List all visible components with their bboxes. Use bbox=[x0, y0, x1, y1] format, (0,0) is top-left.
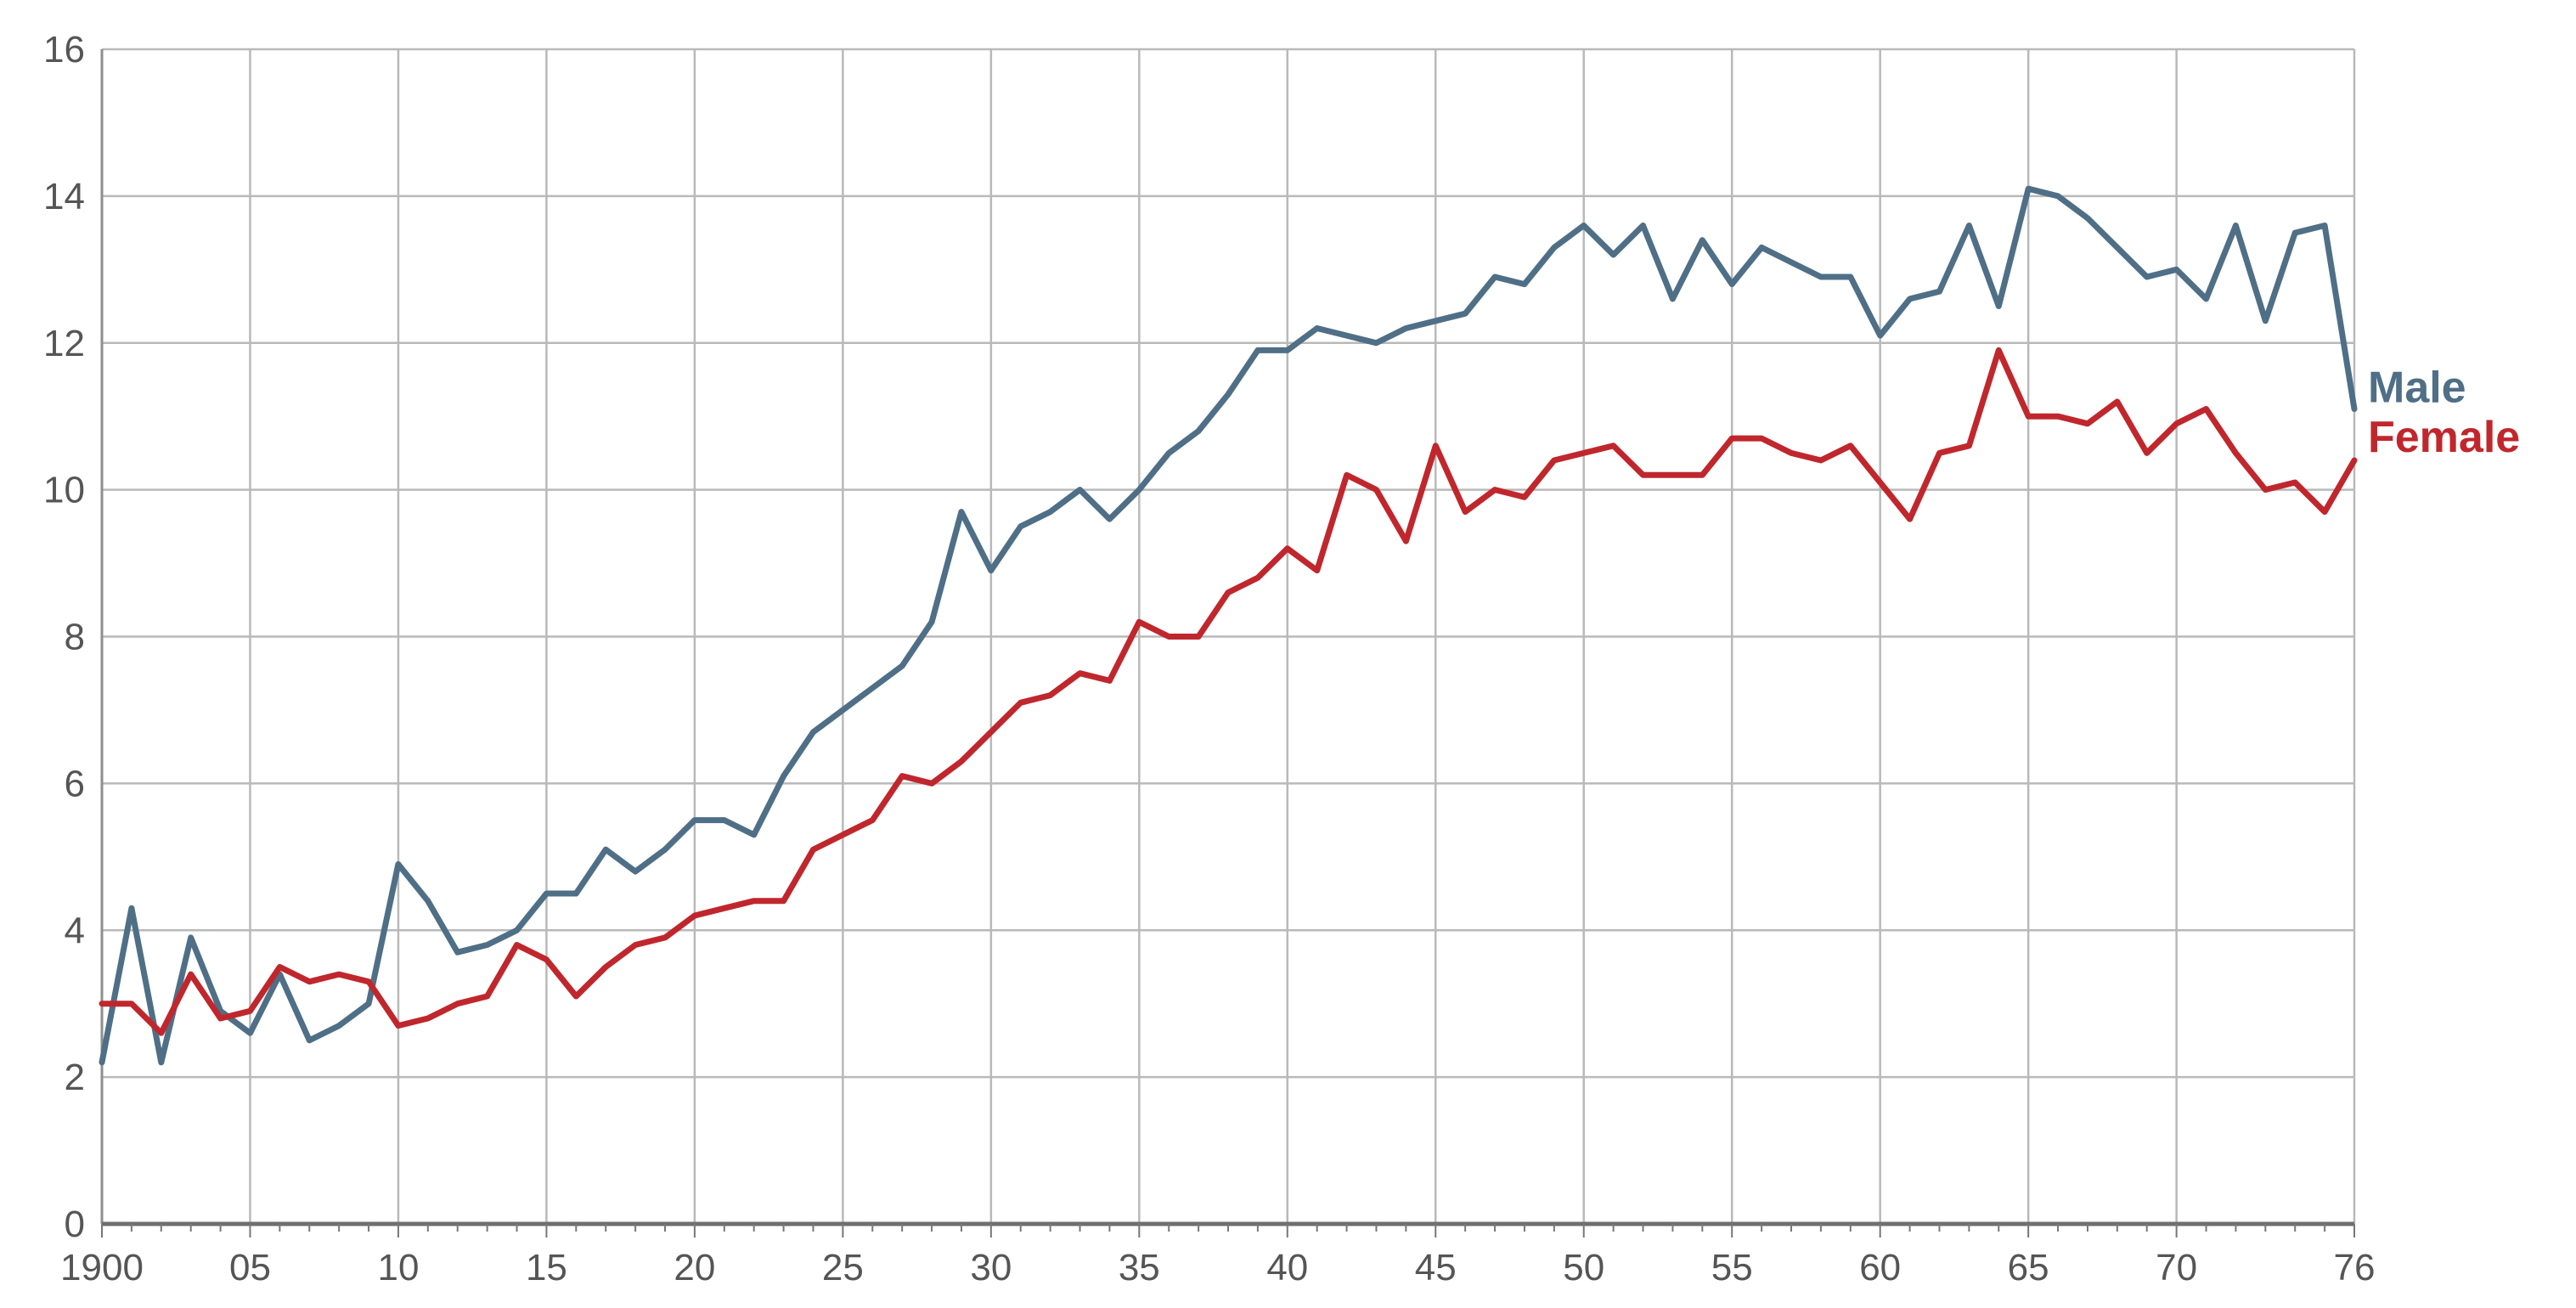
y-tick-label: 16 bbox=[43, 29, 85, 70]
x-tick-label: 50 bbox=[1563, 1247, 1604, 1288]
x-tick-label: 35 bbox=[1119, 1247, 1160, 1288]
y-tick-label: 2 bbox=[65, 1057, 85, 1098]
y-tick-label: 10 bbox=[43, 470, 85, 511]
y-tick-label: 14 bbox=[43, 176, 85, 217]
x-tick-label: 65 bbox=[2008, 1247, 2049, 1288]
x-tick-label: 40 bbox=[1266, 1247, 1308, 1288]
legend-label-male: Male bbox=[2368, 364, 2466, 413]
x-tick-label: 45 bbox=[1415, 1247, 1457, 1288]
y-tick-label: 4 bbox=[65, 910, 85, 951]
x-tick-label: 30 bbox=[970, 1247, 1012, 1288]
x-tick-label: 25 bbox=[822, 1247, 864, 1288]
axes bbox=[100, 49, 2355, 1238]
y-tick-label: 6 bbox=[65, 763, 85, 804]
y-tick-label: 0 bbox=[65, 1204, 85, 1245]
grid bbox=[102, 48, 2356, 1224]
x-tick-label: 20 bbox=[674, 1247, 715, 1288]
y-tick-label: 12 bbox=[43, 323, 85, 364]
y-tick-label: 8 bbox=[65, 617, 85, 658]
series-line-female bbox=[99, 347, 2358, 1036]
x-tick-label: 1900 bbox=[60, 1247, 144, 1288]
x-tick-label: 70 bbox=[2156, 1247, 2197, 1288]
x-tick-label: 76 bbox=[2334, 1247, 2376, 1288]
x-tick-label: 55 bbox=[1711, 1247, 1753, 1288]
series-lines bbox=[99, 185, 2358, 1066]
x-tick-label: 60 bbox=[1859, 1247, 1901, 1288]
series-line-male bbox=[99, 185, 2358, 1066]
legend-label-female: Female bbox=[2368, 413, 2520, 462]
x-tick-label: 10 bbox=[377, 1247, 419, 1288]
tick-labels: 0 2 4 6 8 10 12 14 16 1900 05 10 15 20 25 30 35 40 45 50 55 6… bbox=[43, 29, 2375, 1288]
x-tick-label: 15 bbox=[526, 1247, 567, 1288]
x-tick-label: 05 bbox=[229, 1247, 271, 1288]
